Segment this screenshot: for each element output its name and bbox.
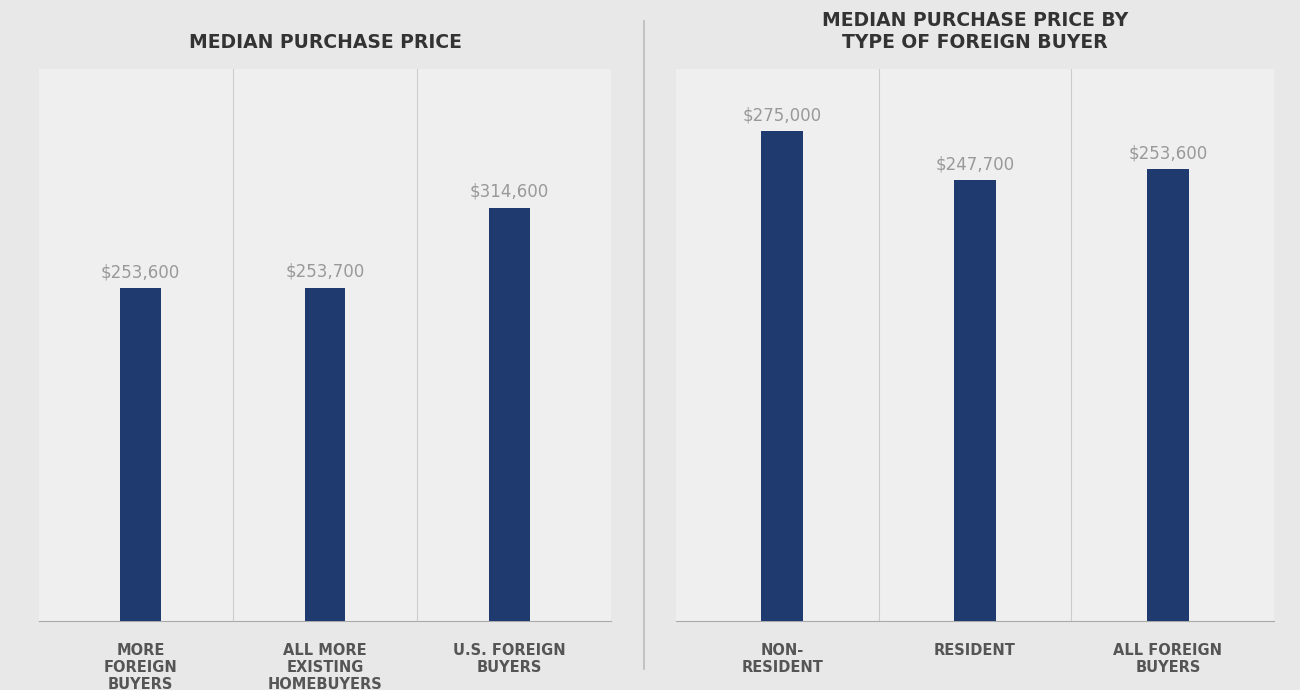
Bar [489, 208, 530, 621]
Bar [954, 180, 996, 621]
Bar [304, 288, 346, 621]
Text: $247,700: $247,700 [936, 155, 1014, 173]
Bar [1147, 170, 1190, 621]
Bar [760, 131, 803, 621]
Title: MEDIAN PURCHASE PRICE BY
TYPE OF FOREIGN BUYER: MEDIAN PURCHASE PRICE BY TYPE OF FOREIGN… [822, 11, 1128, 52]
Title: MEDIAN PURCHASE PRICE: MEDIAN PURCHASE PRICE [188, 33, 462, 52]
Text: $253,600: $253,600 [1128, 145, 1208, 163]
Text: $275,000: $275,000 [742, 107, 822, 125]
Text: $314,600: $314,600 [469, 183, 549, 201]
Bar [120, 288, 161, 621]
Text: $253,600: $253,600 [101, 263, 181, 281]
Text: $253,700: $253,700 [286, 263, 364, 281]
